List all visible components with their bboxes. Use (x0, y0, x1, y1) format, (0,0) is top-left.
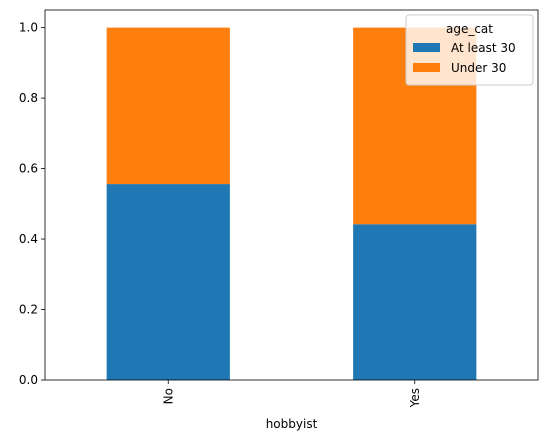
legend: age_cat At least 30 Under 30 (405, 14, 534, 86)
legend-swatch (413, 43, 440, 52)
x-axis: No Yes (161, 380, 422, 408)
bar-no-under-30 (106, 27, 230, 185)
x-tick-label: No (161, 388, 175, 404)
y-tick-label: 0.2 (19, 303, 38, 317)
y-tick-label: 0.6 (19, 162, 38, 176)
y-tick-label: 1.0 (19, 21, 38, 35)
plot-frame (44, 9, 539, 381)
bar-yes-at-least-30 (353, 224, 477, 380)
y-axis: 0.0 0.2 0.4 0.6 0.8 1.0 (19, 21, 45, 387)
legend-swatch (413, 63, 440, 72)
legend-items: At least 30 Under 30 (413, 41, 516, 75)
x-tick-label: Yes (408, 388, 422, 408)
legend-label: Under 30 (451, 61, 506, 75)
legend-label: At least 30 (451, 41, 516, 55)
y-tick-label: 0.4 (19, 232, 38, 246)
y-tick-label: 0.8 (19, 91, 38, 105)
bar-no-at-least-30 (106, 184, 230, 380)
legend-title: age_cat (446, 22, 493, 36)
y-tick-label: 0.0 (19, 373, 38, 387)
x-axis-label: hobbyist (266, 417, 318, 431)
